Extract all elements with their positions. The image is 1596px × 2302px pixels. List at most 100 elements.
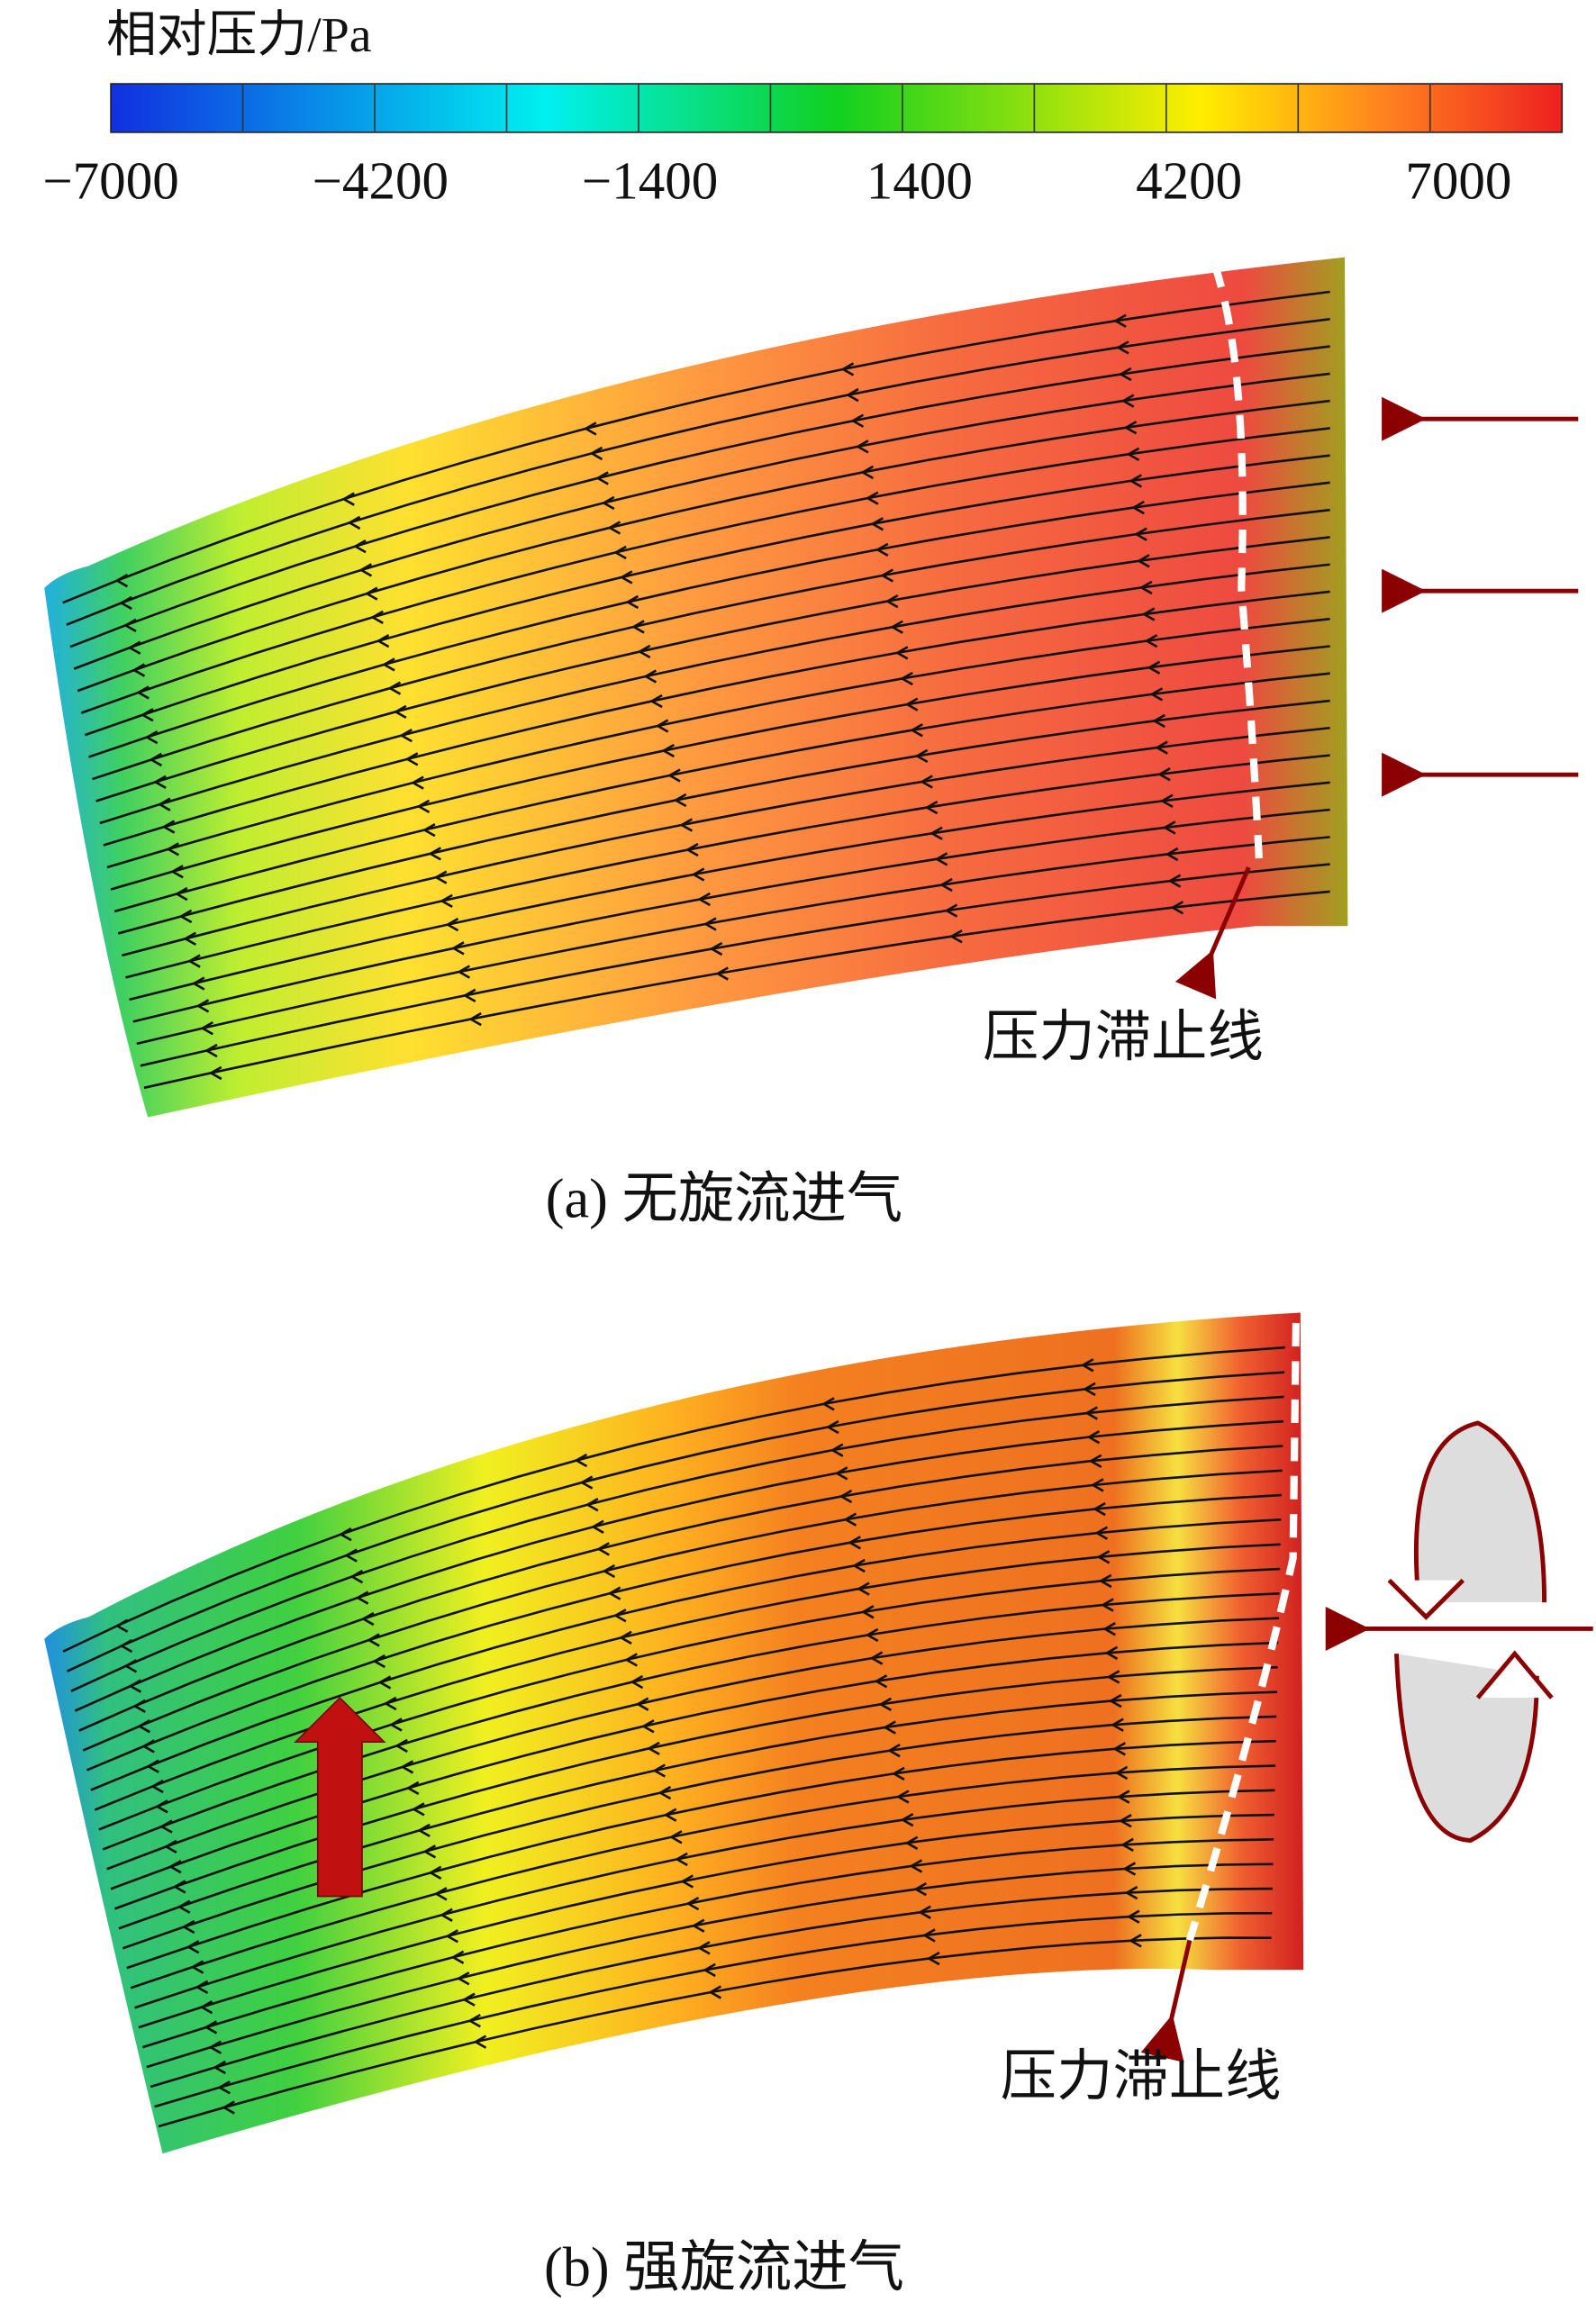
streamline-arrow [1155,740,1168,755]
streamline-arrow [865,1627,879,1643]
streamline-arrow [428,847,442,861]
streamline-arrow [624,1653,638,1667]
streamline-arrow [123,1659,138,1673]
streamline-arrow [445,917,459,932]
streamline-arrow [114,1618,129,1633]
streamline-arrow [128,1679,142,1693]
colorbar-tick-label: −1400 [582,151,718,210]
streamline-arrow [602,1563,616,1579]
streamline-a [117,699,1330,935]
streamline-arrow [450,1950,465,1964]
streamline-arrow [1165,847,1179,862]
streamline-arrow [1080,1358,1094,1373]
streamline-arrow [918,1905,931,1919]
streamline-b [70,1395,1284,1692]
streamline-arrow [186,954,201,968]
streamline-arrow [352,539,367,554]
streamline-a [99,563,1330,825]
streamline-arrow [119,1638,133,1654]
streamline-arrow [457,965,471,979]
streamline-arrow [579,1475,594,1490]
streamline-arrow [166,842,180,856]
streamline-arrow [691,1918,705,1933]
streamline-arrow [865,491,879,505]
streamline-arrow [467,2014,481,2028]
streamline-arrow [680,1874,694,1889]
streamline-arrow [1149,687,1164,702]
streamline-arrow [473,2035,487,2049]
streamline-arrow [195,1980,209,1994]
streamline-arrow [150,1779,164,1794]
streamline-arrow [574,1453,588,1468]
streamline-a [113,672,1330,913]
streamline-arrow [405,1781,420,1796]
streamline-arrow [585,1498,599,1512]
streamline-arrow [855,440,869,454]
streamline-arrow [904,1835,919,1850]
streamline-arrow [607,521,621,535]
streamline-b [86,1493,1283,1772]
streamline-arrow [870,517,884,531]
streamline-arrow [1084,1406,1098,1420]
streamline-arrow [411,1802,425,1817]
colorbar-tick-label: −7000 [42,151,178,210]
streamline-arrow [601,495,615,511]
blade-b [44,1312,1304,2154]
streamline-b [150,1887,1274,2089]
streamline-arrow [869,1651,884,1665]
streamline-arrow [388,1717,403,1732]
streamline-arrow [607,1586,621,1600]
streamline-a [129,781,1330,1001]
streamline-arrow [1102,1622,1116,1636]
streamline-arrow [643,669,657,684]
streamline-arrow [428,1865,442,1880]
streamline-b [158,1936,1272,2128]
streamline-arrow [583,421,597,436]
streamline-arrow [468,1011,482,1027]
streamline-arrow [440,893,453,909]
streamline-arrow [924,800,939,815]
streamline-a [69,345,1330,648]
streamline-arrow [119,595,132,611]
streamline-b [82,1469,1283,1752]
streamline-a [132,808,1330,1023]
streamline-arrow [625,594,639,610]
streamline-arrow [422,822,436,838]
streamline-arrow [840,362,855,376]
streamline-arrow [900,671,913,686]
streamline-arrow [1094,1526,1109,1540]
streamline-arrow [1123,421,1138,435]
streamline-arrow [612,1609,627,1623]
colorbar-tick-label: 1400 [866,151,973,210]
streamline-arrow [154,1799,168,1814]
streamline-arrow [417,1823,431,1838]
streamline-arrow [1162,820,1176,835]
streamline-arrow [140,708,154,722]
streamline-arrow [848,1536,861,1550]
streamline-arrow [358,563,373,577]
streamline-arrow [709,941,723,956]
caption-a: (a) 无旋流进气 [546,1169,902,1230]
streamline-arrow [860,1605,875,1619]
streamline-arrow [1108,1693,1122,1708]
streamline-arrow [149,752,163,767]
streamline-arrow [697,892,711,907]
streamline-arrow [1159,793,1174,808]
streamline-arrow [355,1591,369,1605]
streamline-arrow [1136,554,1150,568]
streamline-arrow [381,657,395,672]
streamline-arrow [172,1880,186,1894]
streamline-arrow [1093,1501,1106,1517]
streamline-a [110,645,1330,891]
streamline-a [125,754,1330,979]
streamline-arrow [1112,313,1127,328]
annotation-a: 压力滞止线 [983,1007,1264,1068]
streamline-arrow [613,545,627,560]
streamline-arrow [1141,607,1156,621]
streamline-arrow [433,870,448,884]
streamline-arrow [691,867,705,882]
inflow-arrows-a [1174,396,1579,1000]
streamline-arrow [894,646,909,660]
streamline-arrow [891,1766,905,1781]
